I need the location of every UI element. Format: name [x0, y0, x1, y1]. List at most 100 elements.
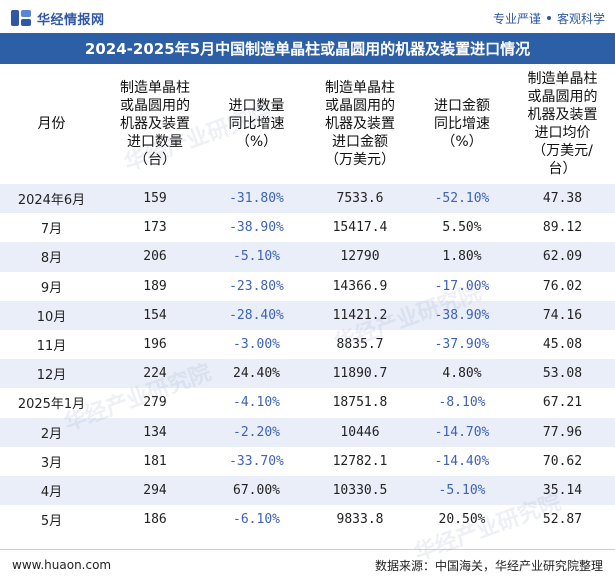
- header-line: 制造单晶柱: [120, 80, 190, 96]
- qty-cell: 186: [103, 505, 207, 535]
- header-line: 进口数量: [127, 134, 183, 150]
- price-cell: 45.08: [510, 329, 615, 360]
- month-cell: 11月: [0, 329, 103, 360]
- table-row: 11月 196 -3.00% 8835.7 -37.90% 45.08: [0, 329, 615, 360]
- header-line: （台）: [134, 152, 176, 168]
- month-cell: 2024年6月: [0, 184, 103, 214]
- footer: www.huaon.com 数据来源：中国海关，华经产业研究院整理: [0, 549, 615, 580]
- table-row: 12月 224 24.40% 11890.7 4.80% 53.08: [0, 359, 615, 389]
- price-cell: 67.21: [510, 388, 615, 418]
- amount-yoy-cell: -52.10%: [414, 184, 510, 214]
- amount-cell: 7533.6: [306, 184, 414, 214]
- col-amount-header: 制造单晶柱 或晶圆用的 机器及装置 进口金额 （万美元）: [306, 64, 414, 184]
- qty-yoy-cell: -4.10%: [207, 388, 306, 418]
- price-cell: 74.16: [510, 300, 615, 330]
- col-qty-yoy-header: 进口数量 同比增速 （%）: [207, 64, 306, 184]
- month-cell: 8月: [0, 242, 103, 272]
- header-line: 机器及装置: [120, 116, 190, 132]
- qty-yoy-cell: 67.00%: [207, 475, 306, 506]
- month-cell: 2025年1月: [0, 388, 103, 418]
- header-line: 台）: [548, 161, 577, 177]
- month-cell: 12月: [0, 359, 103, 389]
- header-line: （万美元）: [325, 152, 395, 168]
- table-row: 10月 154 -28.40% 11421.2 -38.90% 74.16: [0, 300, 615, 330]
- qty-yoy-cell: -3.00%: [207, 329, 306, 360]
- amount-yoy-cell: -38.90%: [414, 300, 510, 330]
- amount-cell: 8835.7: [306, 329, 414, 360]
- table-row: 2月 134 -2.20% 10446 -14.70% 77.96: [0, 417, 615, 447]
- amount-yoy-cell: 20.50%: [414, 505, 510, 535]
- qty-yoy-cell: -6.10%: [207, 505, 306, 535]
- top-bar: 华经情报网 专业严谨 客观科学: [0, 0, 615, 36]
- col-qty-header: 制造单晶柱或晶圆用的机器及装置进口数量 （台）: [103, 64, 207, 184]
- header-line: 制造单晶柱: [325, 80, 395, 96]
- col-amount-yoy-header: 进口金额 同比增速 （%）: [414, 64, 510, 184]
- header-line: 进口金额: [332, 134, 388, 150]
- amount-yoy-cell: 5.50%: [414, 213, 510, 243]
- amount-yoy-cell: -37.90%: [414, 329, 510, 360]
- amount-cell: 11421.2: [306, 300, 414, 330]
- month-cell: 5月: [0, 505, 103, 535]
- header-line: 同比增速: [434, 116, 490, 132]
- amount-yoy-cell: -17.00%: [414, 271, 510, 301]
- amount-cell: 10446: [306, 417, 414, 447]
- qty-cell: 173: [103, 213, 207, 243]
- table-row: 3月 181 -33.70% 12782.1 -14.40% 70.62: [0, 446, 615, 476]
- page-title: 2024-2025年5月中国制造单晶柱或晶圆用的机器及装置进口情况: [0, 33, 615, 64]
- qty-cell: 154: [103, 300, 207, 330]
- month-cell: 2月: [0, 417, 103, 447]
- qty-cell: 134: [103, 417, 207, 447]
- table-row: 4月 294 67.00% 10330.5 -5.10% 35.14: [0, 475, 615, 506]
- amount-cell: 12782.1: [306, 446, 414, 476]
- header-line: 进口金额: [434, 98, 490, 114]
- price-cell: 89.12: [510, 213, 615, 243]
- table-row: 5月 186 -6.10% 9833.8 20.50% 52.87: [0, 505, 615, 535]
- table-row: 2025年1月 279 -4.10% 18751.8 -8.10% 67.21: [0, 388, 615, 418]
- amount-yoy-cell: -14.70%: [414, 417, 510, 447]
- month-cell: 3月: [0, 446, 103, 476]
- amount-cell: 18751.8: [306, 388, 414, 418]
- header-line: 或晶圆用的: [325, 98, 395, 114]
- qty-cell: 224: [103, 359, 207, 389]
- amount-cell: 11890.7: [306, 359, 414, 389]
- price-cell: 77.96: [510, 417, 615, 447]
- amount-cell: 14366.9: [306, 271, 414, 301]
- qty-cell: 279: [103, 388, 207, 418]
- slogan-right: 客观科学: [556, 11, 605, 26]
- amount-cell: 12790: [306, 242, 414, 272]
- amount-yoy-cell: 4.80%: [414, 359, 510, 389]
- qty-yoy-cell: -31.80%: [207, 184, 306, 214]
- table-row: 7月 173 -38.90% 15417.4 5.50% 89.12: [0, 213, 615, 243]
- brand-logo-icon: [11, 10, 31, 26]
- dot-separator-icon: [546, 16, 551, 20]
- price-cell: 53.08: [510, 359, 615, 389]
- header-line: 进口数量: [228, 98, 285, 114]
- qty-yoy-cell: -5.10%: [207, 242, 306, 272]
- slogan-left: 专业严谨: [492, 11, 541, 26]
- price-cell: 47.38: [510, 184, 615, 214]
- header-line: 月份: [37, 116, 66, 132]
- footer-website[interactable]: www.huaon.com: [12, 558, 112, 572]
- month-cell: 10月: [0, 300, 103, 330]
- qty-yoy-cell: -33.70%: [207, 446, 306, 476]
- table-row: 9月 189 -23.80% 14366.9 -17.00% 76.02: [0, 271, 615, 301]
- price-cell: 62.09: [510, 242, 615, 272]
- qty-yoy-cell: 24.40%: [207, 359, 306, 389]
- footer-source: 数据来源：中国海关，华经产业研究院整理: [374, 558, 603, 573]
- table-row: 2024年6月 159 -31.80% 7533.6 -52.10% 47.38: [0, 184, 615, 214]
- amount-cell: 10330.5: [306, 475, 414, 506]
- qty-yoy-cell: -28.40%: [207, 300, 306, 330]
- brand-name: 华经情报网: [37, 12, 105, 28]
- header-line: 或晶圆用的: [120, 98, 190, 114]
- amount-cell: 9833.8: [306, 505, 414, 535]
- amount-cell: 15417.4: [306, 213, 414, 243]
- qty-yoy-cell: -23.80%: [207, 271, 306, 301]
- table-body: 2024年6月 159 -31.80% 7533.6 -52.10% 47.38 7月 173…: [0, 184, 615, 535]
- header-line: 制造单晶柱: [527, 71, 598, 87]
- header-line: 进口均价: [534, 125, 591, 141]
- import-table: 月份 制造单晶柱 或晶圆用的 机器及装置 进口数量 （台） 进口数量 同比增速 （%） 制造单晶柱…: [0, 64, 615, 535]
- brand[interactable]: 华经情报网: [10, 7, 105, 29]
- qty-yoy-cell: -38.90%: [207, 213, 306, 243]
- price-cell: 76.02: [510, 271, 615, 301]
- header-line: 机器及装置: [527, 107, 598, 123]
